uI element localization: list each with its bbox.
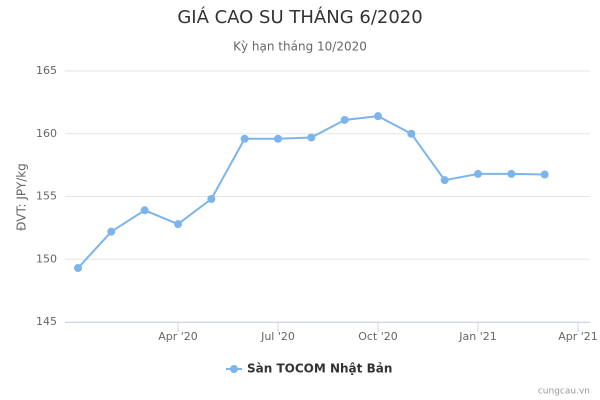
chart-title: GIÁ CAO SU THÁNG 6/2020 — [177, 6, 422, 28]
chart-subtitle: Kỳ hạn tháng 10/2020 — [233, 40, 367, 54]
credit: cungcau.vn — [538, 387, 590, 397]
y-tick-label: 150 — [36, 252, 57, 265]
y-tick-label: 160 — [36, 127, 57, 140]
legend-marker — [230, 365, 238, 373]
x-tick-label: Oct '20 — [358, 330, 398, 343]
point — [240, 134, 249, 143]
point — [74, 264, 82, 273]
point — [307, 133, 316, 142]
point — [174, 220, 182, 229]
point — [474, 169, 482, 178]
x-tick-label: Jan '21 — [458, 330, 496, 343]
point — [507, 169, 516, 178]
y-tick-label: 165 — [36, 64, 57, 77]
point — [540, 170, 549, 179]
point — [340, 115, 349, 124]
y-axis-label: ĐVT: JPY/kg — [15, 163, 29, 231]
legend-label: Sàn TOCOM Nhật Bản — [247, 362, 392, 376]
point — [440, 176, 449, 185]
point — [407, 129, 416, 138]
point — [374, 112, 382, 121]
y-tick-label: 155 — [36, 190, 57, 203]
y-tick-label: 145 — [36, 315, 57, 328]
x-tick-label: Apr '20 — [158, 330, 198, 343]
point — [107, 227, 116, 236]
point — [207, 195, 216, 204]
point — [140, 206, 149, 215]
x-tick-label: Apr '21 — [558, 330, 598, 343]
point — [274, 134, 282, 143]
x-tick-label: Jul '20 — [260, 330, 295, 343]
